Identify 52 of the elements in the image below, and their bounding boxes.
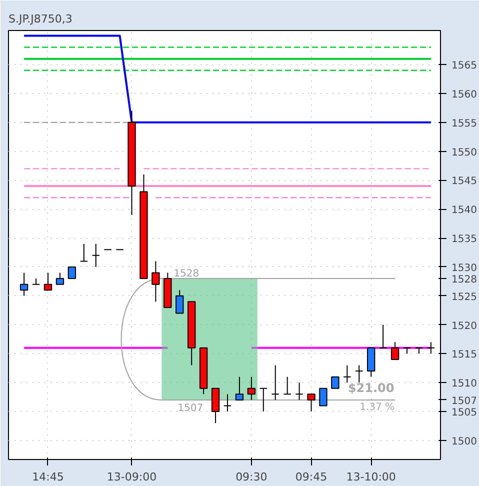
chart-title: S.JP.J8750,3 — [8, 12, 72, 26]
y-tick-label: 1500 — [452, 436, 477, 448]
y-tick-label: 1535 — [452, 234, 477, 246]
y-tick-label: 1550 — [452, 147, 477, 158]
candlestick — [307, 394, 316, 412]
y-tick-label: 1530 — [452, 262, 477, 274]
text: 1528 — [452, 274, 477, 286]
candlestick — [247, 376, 256, 400]
y-tick-label: 1505 — [452, 408, 477, 419]
candlestick — [152, 260, 160, 302]
y-tick-label: 1515 — [452, 350, 477, 361]
candlestick — [44, 272, 52, 291]
x-tick-label: 09:30 — [236, 470, 268, 484]
candlestick — [92, 243, 100, 268]
annotation: $21.00 — [348, 380, 394, 395]
y-tick-label: 1525 — [452, 292, 477, 303]
candlestick — [68, 266, 76, 280]
candlestick — [367, 347, 376, 378]
y-tick-label: 1520 — [452, 320, 477, 332]
x-tick-label: 13-09:00 — [106, 470, 157, 484]
y-tick-label: 1540 — [452, 205, 477, 216]
candlestick — [32, 278, 40, 285]
ref-line-label: 1507 — [178, 402, 204, 414]
y-tick-label: 1555 — [452, 118, 477, 130]
candlestick — [295, 382, 304, 400]
candlestick — [343, 364, 352, 384]
candlestick — [319, 388, 328, 406]
x-tick-label: 13-10:00 — [346, 470, 396, 484]
candlestick — [259, 388, 268, 412]
candlestick — [56, 272, 64, 285]
y-tick-label: 1545 — [452, 176, 477, 188]
candlestick — [355, 364, 364, 384]
candlestick — [211, 388, 220, 424]
candlestick — [331, 376, 340, 389]
x-tick-label: 09:45 — [295, 470, 328, 484]
annotation: 1.37 % — [360, 402, 395, 413]
y-tick-label: 1560 — [452, 90, 477, 101]
ref-line-label: 1528 — [174, 268, 200, 280]
x-tick-label: 14:45 — [32, 470, 64, 484]
candlestick — [271, 364, 280, 400]
candlestick — [235, 376, 244, 400]
candlestick — [283, 376, 292, 395]
candlestick — [176, 290, 184, 314]
candlestick — [80, 243, 88, 262]
y-tick-label: 1565 — [452, 60, 477, 72]
candlestick — [378, 324, 388, 348]
candlestick — [390, 342, 400, 360]
candlestick — [426, 342, 436, 354]
text: 1507 — [452, 396, 477, 407]
candlestick — [20, 272, 28, 296]
y-tick-label: 1510 — [452, 378, 477, 390]
candlestick — [223, 394, 232, 412]
